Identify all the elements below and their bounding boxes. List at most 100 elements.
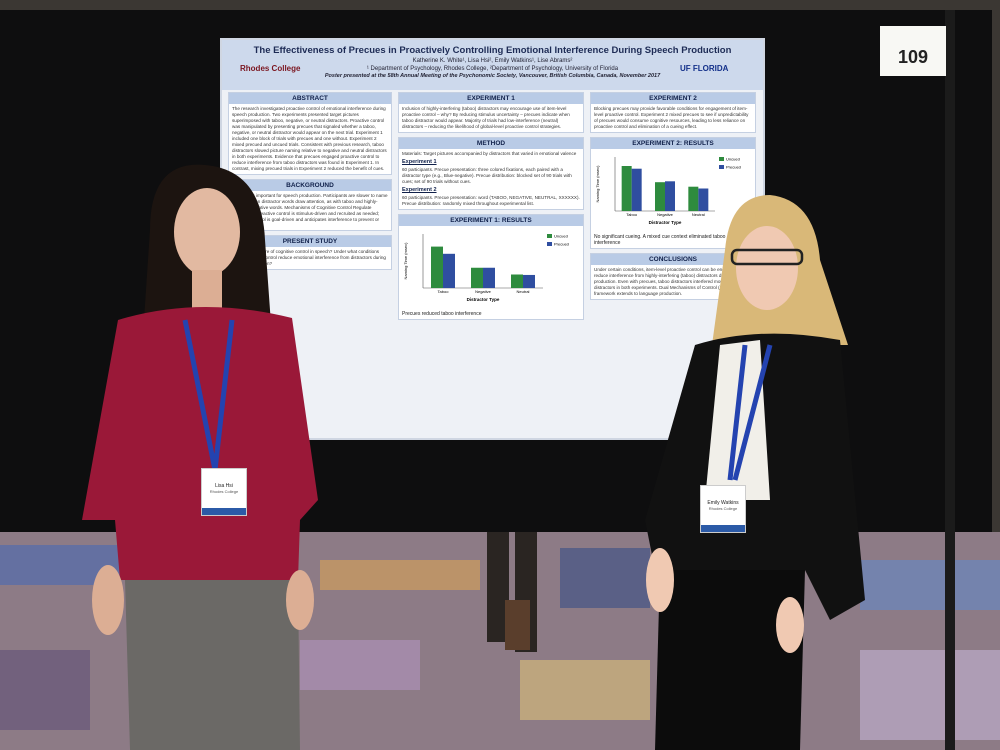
poster-title: The Effectiveness of Precues in Proactiv… [253,45,732,56]
bar [655,182,665,211]
bar [511,274,523,288]
board-leg [945,10,955,750]
carpet-tile [520,660,650,720]
section-text: Materials: Target pictures accompanied b… [402,150,577,156]
logo-left: Rhodes College [240,64,301,73]
bar [471,267,483,288]
legend-label: Precued [554,241,569,246]
bar [631,168,642,211]
carpet-tile [320,560,480,590]
carpet-tile [860,560,1000,610]
section-heading: EXPERIMENT 2: RESULTS [591,137,755,149]
section-heading: ABSTRACT [229,93,391,104]
poster-header: The Effectiveness of Precues in Proactiv… [222,40,763,90]
section: EXPERIMENT 2: RESULTS Naming Time (msec)… [590,136,756,249]
chart: Naming Time (msec) Distractor Type Taboo Ne… [403,233,569,302]
face [736,226,798,310]
section-heading: EXPERIMENT 2 [591,93,755,104]
badge-stripe [202,508,246,515]
x-tick-label: Taboo [626,212,638,217]
lanyard [727,344,773,481]
y-axis-label: Naming Time (msec) [403,242,408,280]
subheading: Experiment 2 [402,186,437,193]
badge-org: Rhodes College [708,506,738,511]
section-heading: EXPERIMENT 1: RESULTS [399,214,583,226]
glasses [730,248,804,266]
right-person [645,195,865,750]
legend-swatch [547,241,552,246]
column: EXPERIMENT 1 Inclusion of highly-interfer… [398,92,584,324]
section-text: The research investigated proactive cont… [232,106,387,171]
face [174,188,240,276]
carpet-tile [300,640,420,690]
poster: The Effectiveness of Precues in Proactiv… [220,38,765,440]
chart-note: No significant cueing. A mixed cue conte… [594,233,726,246]
section: EXPERIMENT 1: RESULTS Naming Time (msec)… [398,213,584,320]
section: EXPERIMENT 1 Inclusion of highly-interfer… [398,92,584,133]
x-tick-label: Negative [475,289,492,294]
section-heading: METHOD [399,137,583,149]
neck [192,270,222,310]
carpet-tile [0,650,90,730]
section-heading: PRESENT STUDY [229,236,391,248]
x-axis-label: Distractor Type [467,297,500,302]
pants [655,570,805,750]
x-tick-label: Taboo [438,289,450,294]
carpet-tile [560,548,650,608]
section-heading: BACKGROUND [229,179,391,191]
bar [621,165,632,211]
poster-presented: Poster presented at the 58th Annual Meet… [324,73,661,79]
carpet-tile [860,650,1000,740]
section-text: 60 participants. Precue presentation: th… [402,166,572,184]
section-text: Inclusion of highly-interfering (taboo) … [402,106,570,129]
hand [646,548,674,612]
poster-affiliations: ¹ Department of Psychology, Rhodes Colle… [366,66,619,72]
subheading: Experiment 1 [402,158,437,165]
hand [776,597,804,653]
badge-name: Emily Watkins [707,500,739,506]
section-text: 60 participants. Precue presentation: wo… [402,194,580,206]
section-heading: CONCLUSIONS [591,253,755,265]
badge-name: Lisa Hsi [215,483,233,489]
pants [125,580,300,750]
x-axis-label: Distractor Type [649,220,682,225]
leg [487,532,509,642]
boot [505,600,530,650]
x-tick-label: Neutral [692,212,705,217]
section: METHOD Materials: Target pictures accompa… [398,136,584,210]
x-tick-label: Negative [657,212,674,217]
bar [431,246,443,288]
legend-label: Uncued [726,156,740,161]
bar [483,267,495,288]
chart: Naming Time (msec) Distractor Type Taboo Ne… [595,156,741,225]
board-number: 109 [880,26,946,76]
poster-authors: Katherine K. White¹, Lisa Hsi², Emily Wa… [412,58,573,64]
legend-label: Uncued [554,233,568,238]
section: EXPERIMENT 2 Blocking precues may provide… [590,92,756,133]
y-axis-label: Naming Time (msec) [595,165,600,203]
blouse [82,306,318,580]
badge-org: Rhodes College [209,489,239,494]
bar [523,274,535,288]
section: ABSTRACT The research investigated proact… [228,92,392,175]
legend-swatch [719,156,724,161]
section-text: Under certain conditions, item-level pro… [594,266,748,296]
bar [698,188,709,211]
section-text: Blocking precues may provide favorable c… [594,106,749,129]
chart-note: Precues reduced taboo interference [402,310,482,317]
background-person [487,532,537,652]
name-badge: Emily Watkins Rhodes College [700,485,746,533]
name-badge: Lisa Hsi Rhodes College [201,468,247,516]
legend-label: Precued [726,164,741,169]
legend-swatch [547,233,552,238]
left-person [82,164,318,750]
x-tick-label: Neutral [517,289,530,294]
section-heading: EXPERIMENT 1 [399,93,583,104]
hand [92,565,124,635]
legend-swatch [719,164,724,169]
bar [443,253,455,288]
bar [665,181,675,211]
badge-stripe [701,525,745,532]
